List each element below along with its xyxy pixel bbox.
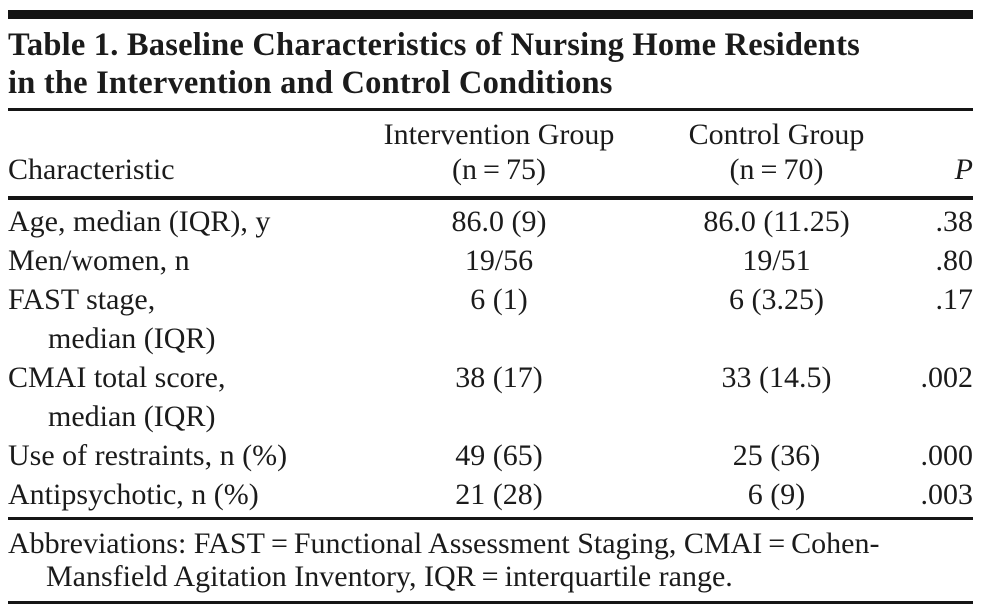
cell-intervention-value: 86.0 (9) bbox=[451, 205, 547, 238]
table-row: Age, median (IQR), y 86.0 (9) 86.0 (11.2… bbox=[8, 202, 973, 241]
table-row: Use of restraints, n (%) 49 (65) 25 (36)… bbox=[8, 436, 973, 475]
table-row: Antipsychotic, n (%) 21 (28) 6 (9) .003 bbox=[8, 475, 973, 514]
table-body: Age, median (IQR), y 86.0 (9) 86.0 (11.2… bbox=[8, 200, 973, 517]
cell-control-value: 19/51 bbox=[742, 244, 811, 277]
cell-intervention-value: 19/56 bbox=[464, 244, 534, 277]
intervention-header-line1: Intervention Group bbox=[383, 118, 615, 151]
characteristic-line2: median (IQR) bbox=[48, 400, 216, 433]
control-header-line2: (n = 70) bbox=[729, 153, 824, 186]
table-row: Men/women, n 19/56 19/51 .80 bbox=[8, 241, 973, 280]
cell-intervention-value: 49 (65) bbox=[455, 439, 543, 472]
intervention-header-line2: (n = 75) bbox=[452, 153, 546, 186]
top-bar-rule bbox=[8, 10, 973, 19]
cell-control-value: 33 (14.5) bbox=[721, 361, 832, 394]
column-header-characteristic: Characteristic bbox=[8, 153, 175, 186]
table-row: CMAI total score, median (IQR) 38 (17) 3… bbox=[8, 358, 973, 436]
column-header-p-value: P bbox=[954, 153, 973, 186]
cell-characteristic: Age, median (IQR), y bbox=[8, 205, 271, 238]
control-header-line1: Control Group bbox=[688, 118, 865, 151]
characteristic-line1: CMAI total score, bbox=[8, 361, 226, 394]
cell-p-value: .38 bbox=[935, 205, 974, 238]
cell-intervention-value: 21 (28) bbox=[455, 478, 543, 511]
abbreviations-note: Abbreviations: FAST = Functional Assessm… bbox=[8, 520, 973, 601]
table-row: FAST stage, median (IQR) 6 (1) 6 (3.25) … bbox=[8, 280, 973, 358]
cell-characteristic: Men/women, n bbox=[8, 244, 190, 277]
table-title: Table 1. Baseline Characteristics of Nur… bbox=[8, 26, 973, 102]
cell-intervention-value: 6 (1) bbox=[470, 283, 528, 316]
cell-p-value: .003 bbox=[920, 478, 974, 511]
cell-p-value: .80 bbox=[935, 244, 974, 277]
cell-p-value: .17 bbox=[935, 283, 974, 316]
cell-characteristic: FAST stage, median (IQR) bbox=[8, 280, 353, 358]
cell-characteristic: Antipsychotic, n (%) bbox=[8, 478, 259, 511]
abbreviations-line1: Abbreviations: FAST = Functional Assessm… bbox=[8, 527, 880, 560]
cell-characteristic: CMAI total score, median (IQR) bbox=[8, 358, 353, 436]
header-divider-rule bbox=[8, 196, 973, 200]
cell-control-value: 25 (36) bbox=[732, 439, 821, 472]
cell-control-value: 6 (3.25) bbox=[729, 283, 824, 316]
table-title-line1: Table 1. Baseline Characteristics of Nur… bbox=[8, 27, 860, 63]
characteristic-line2: median (IQR) bbox=[48, 322, 216, 355]
characteristic-line1: FAST stage, bbox=[8, 283, 156, 316]
cell-p-value: .002 bbox=[920, 361, 974, 394]
bottom-rule bbox=[8, 601, 973, 604]
abbreviations-line2: Mansfield Agitation Inventory, IQR = int… bbox=[46, 560, 733, 593]
cell-intervention-value: 38 (17) bbox=[455, 361, 543, 394]
title-divider-rule bbox=[8, 108, 973, 111]
table-title-line2: in the Intervention and Control Conditio… bbox=[8, 65, 613, 101]
cell-control-value: 86.0 (11.25) bbox=[703, 205, 850, 238]
cell-p-value: .000 bbox=[920, 439, 974, 472]
cell-characteristic: Use of restraints, n (%) bbox=[8, 439, 288, 472]
column-header-control-group: Control Group (n = 70) bbox=[645, 117, 908, 187]
table-header-row: Characteristic Intervention Group (n = 7… bbox=[8, 111, 973, 196]
body-footer-divider-rule bbox=[8, 517, 973, 520]
cell-control-value: 6 (9) bbox=[747, 478, 806, 511]
column-header-intervention-group: Intervention Group (n = 75) bbox=[353, 117, 645, 187]
